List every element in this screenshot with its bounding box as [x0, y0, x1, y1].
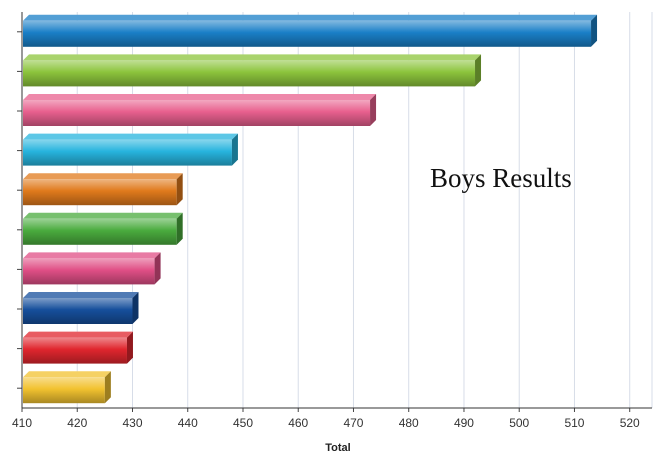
- bar-end-face: [104, 371, 111, 404]
- bar-end-face: [176, 173, 183, 206]
- x-tick-label: 500: [509, 416, 529, 430]
- bar-top-face: [23, 252, 161, 259]
- bar-front-face: [23, 258, 155, 285]
- bar-front-face: [23, 218, 177, 245]
- x-axis-title: Total: [325, 442, 350, 454]
- bar-1: [23, 14, 598, 47]
- bar-top-face: [23, 133, 238, 140]
- bars: [23, 14, 598, 404]
- bar-front-face: [23, 100, 371, 126]
- bar-top-face: [23, 14, 598, 21]
- bar-end-face: [475, 54, 482, 87]
- x-tick-label: 490: [454, 416, 474, 430]
- bar-end-face: [126, 331, 133, 364]
- bar-front-face: [23, 337, 127, 364]
- bar-8: [23, 292, 139, 324]
- bar-3: [23, 94, 377, 126]
- bar-top-face: [23, 173, 183, 180]
- bar-end-face: [591, 14, 598, 47]
- x-tick-label: 480: [399, 416, 419, 430]
- bar-top-face: [23, 371, 111, 378]
- x-tick-label: 450: [233, 416, 253, 430]
- x-tick-label: 440: [178, 416, 198, 430]
- bar-top-face: [23, 212, 183, 219]
- bar-front-face: [23, 20, 592, 47]
- bar-front-face: [23, 377, 105, 404]
- bar-10: [23, 371, 111, 404]
- bar-front-face: [23, 179, 177, 206]
- bar-2: [23, 54, 482, 87]
- x-tick-label: 470: [343, 416, 363, 430]
- bar-6: [23, 212, 183, 245]
- x-tick-label: 430: [122, 416, 142, 430]
- bar-top-face: [23, 292, 139, 298]
- bar-end-face: [132, 292, 139, 324]
- x-tick-label: 520: [620, 416, 640, 430]
- bar-top-face: [23, 54, 482, 61]
- bar-end-face: [176, 212, 183, 245]
- bar-end-face: [370, 94, 377, 126]
- bar-top-face: [23, 331, 133, 338]
- x-tick-label: 460: [288, 416, 308, 430]
- bar-4: [23, 133, 238, 166]
- bar-front-face: [23, 60, 476, 87]
- x-tick-label: 410: [12, 416, 32, 430]
- axes: [17, 12, 652, 412]
- chart-annotation: Boys Results: [430, 163, 572, 193]
- bar-7: [23, 252, 161, 285]
- bar-end-face: [231, 133, 238, 166]
- x-tick-labels: 410 420 430 440 450 460 470 480 490 500 510 520: [12, 416, 640, 430]
- bar-end-face: [154, 252, 161, 285]
- bar-front-face: [23, 298, 133, 324]
- bar-front-face: [23, 139, 232, 166]
- x-tick-label: 510: [564, 416, 584, 430]
- bar-5: [23, 173, 183, 206]
- bar-9: [23, 331, 133, 364]
- x-tick-label: 420: [67, 416, 87, 430]
- bar-top-face: [23, 94, 377, 100]
